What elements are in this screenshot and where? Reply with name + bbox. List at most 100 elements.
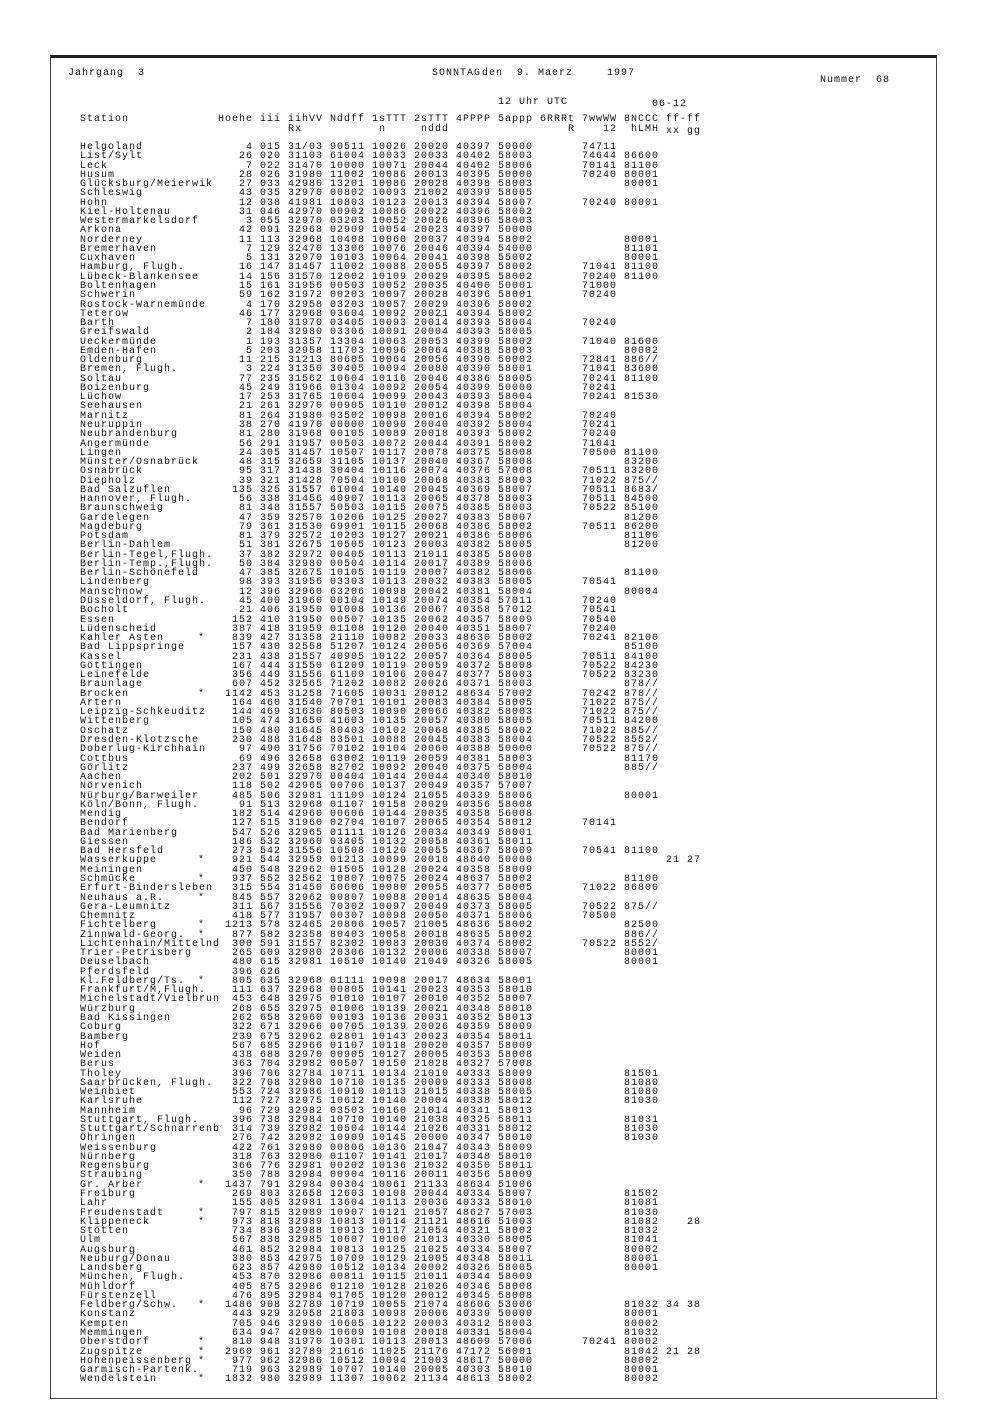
cell-4pppp: 48634 — [456, 1179, 492, 1191]
cell-station-name: Göttingen — [80, 660, 144, 672]
cell-mountain-marker: * — [198, 1179, 206, 1191]
cell-iihvv: 31570 — [288, 271, 324, 283]
cell-1sttt: 10064 — [372, 355, 408, 367]
cell-iii: 488 — [260, 735, 282, 746]
cell-4pppp: 40367 — [456, 846, 492, 858]
cell-4pppp: 48613 — [456, 1374, 492, 1386]
cell-iii: 490 — [260, 744, 282, 756]
cell-5appp: 58005 — [498, 651, 534, 663]
cell-hoehe: 96 — [238, 1105, 253, 1117]
cell-4pppp: 40331 — [456, 1328, 492, 1339]
cell-1sttt: 10098 — [372, 586, 408, 598]
cell-1sttt: 10123 — [372, 197, 408, 209]
table-row: Boltenhagen 15 161 31956 00503 10052 20035 4040… — [0, 281, 1000, 291]
cell-nddff: 00202 — [330, 1161, 366, 1173]
cell-1sttt: 10088 — [372, 892, 408, 904]
cell-2sttt: 20018 — [414, 1328, 450, 1339]
cell-station-name: Freiburg — [80, 1189, 137, 1201]
cell-4pppp: 40357 — [456, 614, 492, 626]
column-header-station: Station — [80, 114, 130, 125]
cell-mountain-marker: * — [198, 975, 206, 987]
cell-7wwww: 70240 — [582, 169, 618, 181]
cell-2sttt: 20062 — [414, 614, 450, 626]
cell-iii: 591 — [260, 938, 282, 950]
cell-station-name: Nörvenich — [80, 781, 144, 793]
cell-iihvv: 32980 — [288, 327, 324, 339]
cell-nddff: 00807 — [330, 892, 366, 904]
cell-hoehe: 1 — [245, 336, 253, 348]
cell-hoehe: 12 — [238, 586, 253, 598]
table-row: Mühldorf 405 875 32986 01210 10128 21026 40346 5… — [0, 1282, 1000, 1292]
cell-station-name: Lüchow — [80, 392, 123, 404]
cell-station-name: Aachen — [80, 772, 123, 784]
cell-iii: 499 — [260, 762, 282, 774]
cell-station-name: Emden-Hafen — [80, 345, 158, 357]
cell-8nccc: 80001 — [624, 1253, 660, 1265]
cell-nddff: 61109 — [330, 670, 366, 682]
cell-hoehe: 5 — [245, 345, 253, 357]
cell-2sttt: 21057 — [414, 1207, 450, 1219]
table-row: Pferdsfeld 396 626 — [0, 966, 1000, 978]
cell-iii: 224 — [260, 364, 282, 376]
cell-iii: 962 — [260, 1355, 282, 1367]
table-row: Bamberg 239 675 32962 02801 10143 20023 40354 58… — [0, 1032, 1000, 1042]
cell-4pppp: 40357 — [456, 1040, 492, 1052]
cell-iihvv: 32982 — [288, 1133, 324, 1145]
table-row: Straubing 350 788 32984 00904 10116 20011 40356… — [0, 1171, 1000, 1181]
cell-2sttt: 20046 — [414, 243, 450, 255]
cell-2sttt: 20044 — [414, 160, 450, 172]
cell-hoehe: 69 — [238, 753, 253, 765]
cell-5appp: 58002 — [498, 206, 534, 218]
cell-iihvv: 32572 — [288, 531, 324, 543]
cell-5appp: 58003 — [498, 151, 534, 163]
cell-hoehe: 453 — [231, 1272, 253, 1284]
cell-iii: 946 — [260, 1318, 282, 1330]
table-row: Oberstdorf * 810 948 31970 10301 10113 20013 486… — [0, 1338, 1000, 1348]
cell-station-name: Pferdsfeld — [80, 966, 151, 978]
table-row: Regensburg 366 776 32981 00202 10136 21032 4035… — [0, 1161, 1000, 1173]
cell-7wwww: 71040 — [582, 336, 618, 348]
cell-2sttt: 20017 — [414, 558, 450, 570]
cell-mountain-marker: * — [198, 633, 206, 645]
cell-1sttt: 10114 — [372, 1216, 408, 1228]
cell-nddff: 10711 — [330, 1068, 366, 1080]
cell-iii: 961 — [260, 1346, 282, 1358]
cell-iihvv: 32989 — [288, 1374, 324, 1386]
cell-4pppp: 40399 — [456, 188, 492, 200]
cell-5appp: 58005 — [498, 883, 534, 895]
cell-4pppp: 40390 — [456, 364, 492, 376]
cell-1sttt: 10052 — [372, 216, 408, 228]
cell-nddff: 10710 — [330, 1077, 366, 1089]
cell-2sttt: 20075 — [414, 503, 450, 515]
table-row: Freiburg 269 803 32658 12603 10108 20044 40334 5… — [0, 1189, 1000, 1201]
cell-4pppp: 40369 — [456, 642, 492, 654]
cell-4pppp: 48627 — [456, 1207, 492, 1219]
cell-1sttt: 10124 — [372, 790, 408, 802]
cell-iihvv: 32968 — [288, 308, 324, 320]
cell-hoehe: 845 — [231, 892, 253, 904]
cell-8nccc: 878// — [624, 679, 660, 691]
cell-mountain-marker: * — [198, 1207, 206, 1219]
cell-1sttt: 10136 — [372, 1142, 408, 1154]
cell-4pppp: 40343 — [456, 1142, 492, 1154]
cell-4pppp: 40402 — [456, 151, 492, 163]
cell-iii: 253 — [260, 392, 282, 404]
cell-station-name: Düsseldorf, Flugh. — [80, 596, 207, 608]
cell-5appp: 58002 — [498, 438, 534, 450]
cell-iihvv: 32972 — [288, 549, 324, 561]
cell-2sttt: 20055 — [414, 262, 450, 274]
cell-1sttt: 11025 — [372, 1346, 408, 1358]
table-row: Freudenstadt * 797 815 32989 10907 10121 21057 4… — [0, 1207, 1000, 1219]
cell-1sttt: 10108 — [372, 1189, 408, 1201]
cell-5appp: 58005 — [498, 697, 534, 709]
cell-8nccc: 875// — [624, 901, 660, 913]
cell-iihvv: 31756 — [288, 744, 324, 756]
cell-5appp: 57004 — [498, 642, 534, 654]
cell-5appp: 58006 — [498, 790, 534, 802]
cell-mountain-marker: * — [198, 855, 206, 867]
table-row: Nürnberg 318 763 32980 01107 10141 21017 40348 5… — [0, 1152, 1000, 1162]
cell-4pppp: 40358 — [456, 605, 492, 617]
cell-2sttt: 20045 — [414, 735, 450, 746]
cell-nddff: 10607 — [330, 1235, 366, 1247]
table-row: Neuruppin 38 270 41970 00000 10090 20040 40392 5… — [0, 420, 1000, 430]
